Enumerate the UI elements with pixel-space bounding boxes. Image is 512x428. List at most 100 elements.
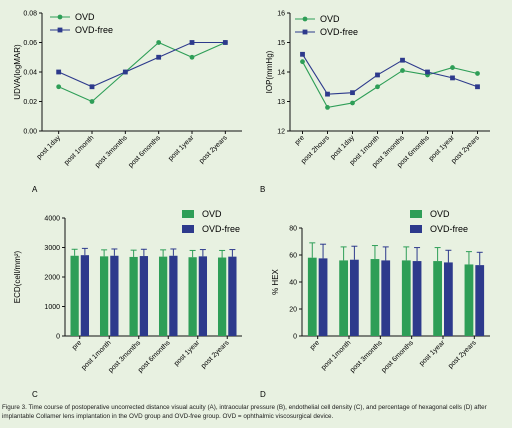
- y-tick-label: 4000: [44, 216, 60, 223]
- data-point-ovd-free: [425, 69, 430, 75]
- x-tick-label: post 3months: [349, 339, 384, 374]
- x-tick-label: post 6months: [127, 134, 162, 169]
- data-point-ovd: [156, 40, 162, 45]
- data-point-ovd-free: [156, 54, 162, 60]
- data-point-ovd: [475, 71, 480, 76]
- data-point-ovd-free: [300, 51, 305, 57]
- bar-ovd: [433, 261, 442, 336]
- bar-ovd: [99, 256, 109, 336]
- y-tick-label: 13: [277, 99, 285, 106]
- legend-label: OVD: [320, 14, 340, 24]
- series-line-ovd-free: [58, 41, 226, 88]
- x-tick-label: post 1month: [80, 339, 112, 371]
- legend-swatch: [182, 225, 194, 233]
- data-point-ovd-free: [56, 69, 62, 75]
- x-tick-label: post 1day: [36, 134, 63, 161]
- y-tick-label: 0.06: [23, 40, 37, 47]
- legend-label: OVD-free: [320, 27, 358, 37]
- y-axis-label: ECD(cell/mm²): [13, 250, 22, 303]
- bar-ovd: [70, 255, 79, 336]
- bar-ovd: [188, 257, 197, 336]
- x-tick-label: post 1month: [320, 339, 352, 371]
- x-tick-label: post 1year: [167, 134, 196, 163]
- data-point-ovd-free: [450, 75, 455, 81]
- y-axis-label: IOP(mmHg): [265, 50, 274, 93]
- y-axis-label: UDVA(logMAR): [13, 44, 22, 100]
- legend-marker-ovd: [302, 16, 308, 22]
- data-point-ovd: [189, 54, 195, 60]
- legend-label: OVD: [202, 209, 222, 219]
- data-point-ovd: [375, 84, 380, 90]
- bar-ovd: [129, 256, 138, 336]
- data-point-ovd-free: [375, 72, 380, 78]
- x-tick-label: post 1year: [173, 339, 202, 368]
- legend-marker-ovd-free: [302, 29, 308, 35]
- y-tick-label: 15: [277, 40, 285, 47]
- figure-caption: Figure 3. Time course of postoperative u…: [2, 404, 487, 420]
- y-tick-label: 20: [289, 307, 297, 314]
- bar-ovd-free: [444, 262, 453, 336]
- x-tick-label: pre: [294, 134, 306, 146]
- data-point-ovd-free: [325, 91, 330, 97]
- data-point-ovd: [325, 105, 330, 110]
- data-point-ovd-free: [400, 57, 405, 63]
- bar-ovd-free: [475, 265, 485, 336]
- bar-ovd-free: [318, 258, 328, 336]
- y-tick-label: 0.04: [23, 70, 37, 77]
- x-tick-label: post 6months: [380, 339, 415, 374]
- y-tick-label: 40: [289, 280, 297, 287]
- y-tick-label: 2000: [44, 275, 60, 282]
- x-tick-label: post 3months: [94, 134, 129, 169]
- panel-letter: C: [32, 390, 38, 399]
- x-tick-label: post 2years: [198, 134, 229, 165]
- x-tick-label: post 6months: [137, 339, 172, 374]
- legend-label: OVD: [430, 209, 450, 219]
- y-tick-label: 0: [56, 334, 60, 341]
- legend-label: OVD-free: [202, 224, 240, 234]
- legend-marker-ovd: [57, 14, 63, 20]
- data-point-ovd: [400, 68, 405, 73]
- data-point-ovd: [56, 84, 62, 90]
- bar-ovd: [401, 260, 411, 336]
- bar-ovd: [158, 256, 168, 336]
- bar-ovd-free: [381, 260, 391, 336]
- data-point-ovd: [300, 59, 305, 65]
- legend-label: OVD: [75, 12, 95, 22]
- bar-ovd-free: [412, 261, 422, 336]
- y-tick-label: 60: [289, 253, 297, 260]
- panel-letter: D: [260, 390, 266, 399]
- y-tick-label: 80: [289, 226, 297, 233]
- bar-ovd: [339, 260, 348, 336]
- data-point-ovd-free: [122, 69, 128, 75]
- y-tick-label: 1000: [44, 304, 60, 311]
- data-point-ovd: [450, 65, 455, 70]
- x-tick-label: post 2years: [200, 339, 231, 370]
- series-line-ovd: [302, 61, 478, 109]
- panel-letter: A: [32, 185, 38, 194]
- y-tick-label: 0.00: [23, 129, 37, 136]
- x-tick-label: post 1month: [63, 134, 95, 166]
- data-point-ovd: [350, 100, 355, 106]
- bar-ovd: [307, 257, 317, 336]
- y-tick-label: 12: [277, 129, 285, 136]
- bar-ovd-free: [139, 256, 149, 336]
- legend-swatch: [182, 210, 194, 218]
- bar-ovd: [217, 257, 227, 336]
- bar-ovd-free: [228, 256, 237, 336]
- data-point-ovd-free: [189, 40, 195, 45]
- x-tick-label: pre: [71, 339, 83, 351]
- data-point-ovd-free: [222, 40, 228, 45]
- y-tick-label: 0: [293, 334, 297, 341]
- panel-letter: B: [260, 185, 265, 194]
- y-axis-label: % HEX: [271, 268, 280, 294]
- y-tick-label: 0.02: [23, 99, 37, 106]
- data-point-ovd-free: [475, 84, 480, 90]
- data-point-ovd: [89, 99, 95, 104]
- y-tick-label: 3000: [44, 245, 60, 252]
- series-line-ovd-free: [302, 54, 478, 95]
- legend-marker-ovd-free: [57, 27, 63, 33]
- legend-label: OVD-free: [75, 25, 113, 35]
